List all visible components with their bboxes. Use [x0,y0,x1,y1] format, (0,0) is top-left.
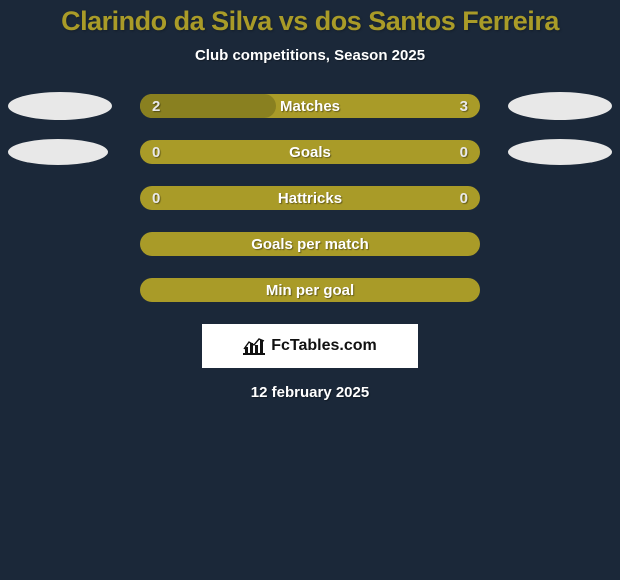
stat-value-right: 0 [460,186,468,210]
stat-row-goals-per-match: Goals per match [0,232,620,256]
player-right-oval [508,139,612,165]
stat-bar: 0 Goals 0 [140,140,480,164]
player-right-oval [508,92,612,120]
stat-bar: Goals per match [140,232,480,256]
stat-row-min-per-goal: Min per goal [0,278,620,302]
brand-text: FcTables.com [271,337,377,355]
stat-row-hattricks: 0 Hattricks 0 [0,186,620,210]
comparison-infographic: Clarindo da Silva vs dos Santos Ferreira… [0,0,620,580]
brand-watermark: FcTables.com [202,324,418,368]
stat-bar: 0 Hattricks 0 [140,186,480,210]
player-left-oval [8,92,112,120]
brand-chart-icon [243,337,265,355]
stat-label: Matches [140,94,480,118]
stat-rows: 2 Matches 3 0 Goals 0 0 Hattricks 0 [0,94,620,302]
stat-label: Goals per match [140,232,480,256]
stat-value-right: 3 [460,94,468,118]
stat-row-goals: 0 Goals 0 [0,140,620,164]
page-title: Clarindo da Silva vs dos Santos Ferreira [0,0,620,37]
stat-label: Goals [140,140,480,164]
player-left-oval [8,139,108,165]
stat-row-matches: 2 Matches 3 [0,94,620,118]
subtitle: Club competitions, Season 2025 [0,47,620,64]
stat-label: Hattricks [140,186,480,210]
stat-label: Min per goal [140,278,480,302]
date-text: 12 february 2025 [0,384,620,401]
stat-bar: 2 Matches 3 [140,94,480,118]
stat-bar: Min per goal [140,278,480,302]
stat-value-right: 0 [460,140,468,164]
